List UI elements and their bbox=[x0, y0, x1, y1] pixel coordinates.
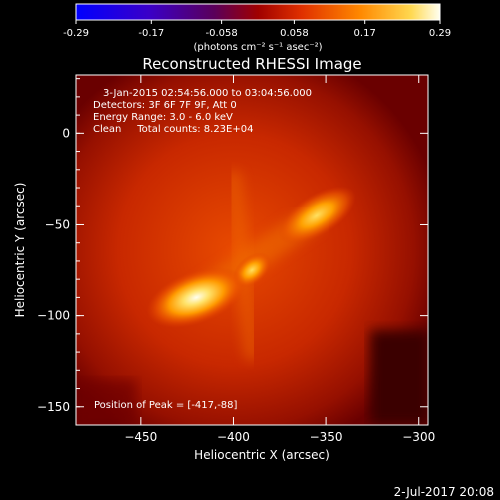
y-tick-label: −100 bbox=[37, 309, 70, 323]
heatmap-image bbox=[76, 75, 428, 425]
peak-position-label: Position of Peak = [-417,-88] bbox=[94, 400, 238, 411]
footer-timestamp: 2-Jul-2017 20:08 bbox=[394, 485, 494, 499]
colorbar-tick-label: 0.29 bbox=[429, 28, 451, 39]
plot-frame bbox=[75, 74, 429, 426]
y-axis-label: Heliocentric Y (arcsec) bbox=[13, 183, 27, 318]
annotation-time-range: 3-Jan-2015 02:54:56.000 to 03:04:56.000 bbox=[103, 88, 312, 99]
x-axis-label: Heliocentric X (arcsec) bbox=[194, 448, 330, 462]
y-axis: −150 −100 −50 0 bbox=[37, 78, 428, 426]
colorbar-tick-label: 0.058 bbox=[280, 28, 309, 39]
annotation-total-counts: Clean Total counts: 8.23E+04 bbox=[93, 124, 253, 135]
y-tick-label: −50 bbox=[45, 217, 70, 231]
chart-title: Reconstructed RHESSI Image bbox=[142, 55, 361, 73]
y-tick-label: −150 bbox=[37, 400, 70, 414]
annotation-detectors: Detectors: 3F 6F 7F 9F, Att 0 bbox=[93, 100, 237, 111]
x-tick-label: −400 bbox=[217, 430, 250, 444]
x-tick-label: −450 bbox=[124, 430, 157, 444]
source-peak bbox=[146, 267, 247, 328]
colorbar-tick-label: 0.17 bbox=[354, 28, 376, 39]
colorbar-unit-label: (photons cm⁻² s⁻¹ asec⁻²) bbox=[193, 42, 322, 53]
colorbar-ticks: -0.29 -0.17 -0.058 0.058 0.17 0.29 bbox=[63, 20, 451, 39]
colorbar bbox=[75, 3, 441, 21]
x-tick-label: −350 bbox=[310, 430, 343, 444]
colorbar-tick-label: -0.17 bbox=[138, 28, 164, 39]
x-axis: −450 −400 −350 −300 bbox=[124, 75, 435, 444]
annotation-energy-range: Energy Range: 3.0 - 6.0 keV bbox=[93, 112, 233, 123]
y-tick-label: 0 bbox=[62, 126, 70, 140]
colorbar-tick-label: -0.058 bbox=[205, 28, 237, 39]
x-tick-label: −300 bbox=[402, 430, 435, 444]
colorbar-tick-label: -0.29 bbox=[63, 28, 89, 39]
source-northeast bbox=[278, 186, 356, 245]
